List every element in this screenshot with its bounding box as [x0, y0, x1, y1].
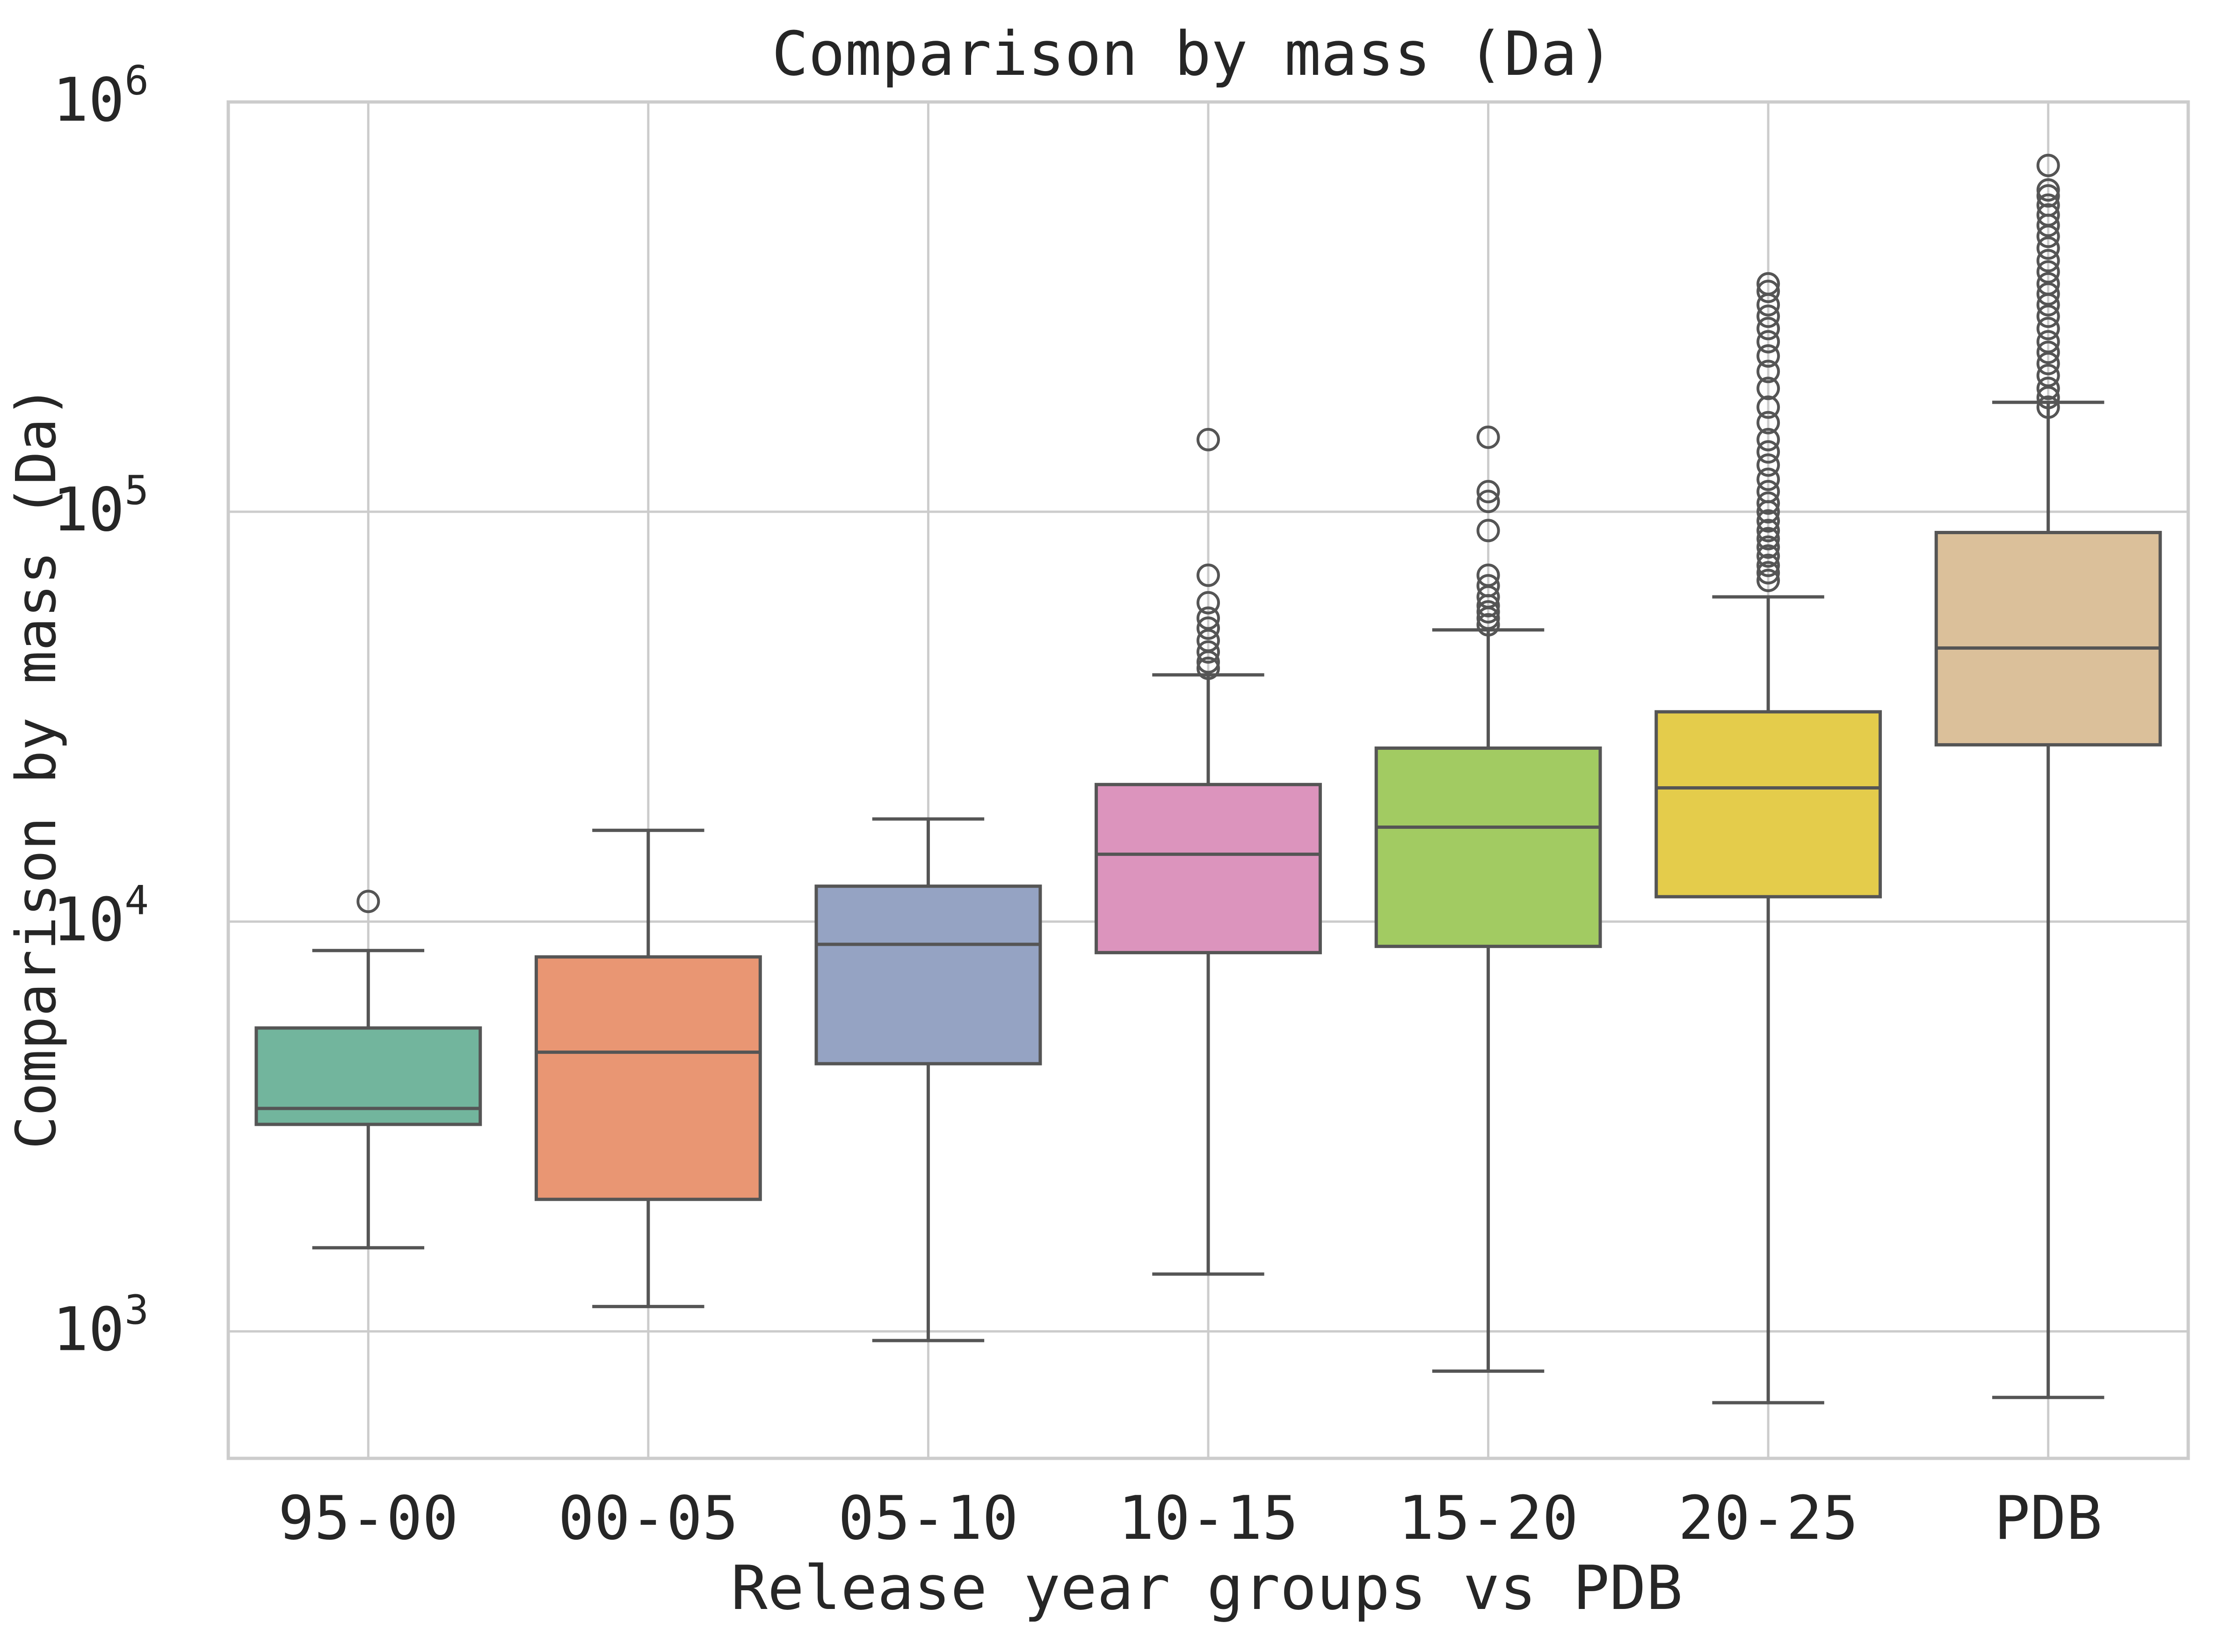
outlier-point [1756, 544, 1780, 568]
outlier-point [1756, 509, 1780, 533]
y-tick-exponent: 6 [124, 58, 149, 104]
outlier-point [1756, 467, 1780, 491]
outlier-point [2036, 317, 2060, 341]
box-layer [254, 153, 2162, 1405]
outlier-point [2036, 272, 2060, 296]
box-group [534, 828, 762, 1308]
outlier-point [1197, 629, 1220, 652]
outlier-point [2036, 236, 2060, 260]
outlier-point [1756, 527, 1780, 551]
outlier-point [1476, 613, 1500, 637]
iqr-box [1654, 710, 1882, 898]
outlier-point [1756, 317, 1780, 341]
y-tick-label: 106 [52, 58, 149, 135]
outlier-point [1476, 563, 1500, 587]
outlier-point [2036, 330, 2060, 354]
outlier-point [1476, 480, 1500, 504]
x-tick-label: 10-15 [1118, 1484, 1298, 1553]
outlier-point [1756, 440, 1780, 464]
y-tick-base: 10 [52, 475, 124, 545]
outlier-point [1197, 427, 1220, 451]
box-group [254, 890, 482, 1250]
outlier-point [1756, 568, 1780, 592]
outlier-point [1756, 480, 1780, 504]
outlier-point [2036, 304, 2060, 328]
y-tick-exponent: 3 [124, 1287, 149, 1334]
y-tick-label: 103 [52, 1287, 149, 1365]
chart-title: Comparison by mass (Da) [772, 18, 1614, 89]
outlier-point [2036, 385, 2060, 409]
y-tick-exponent: 4 [124, 877, 149, 924]
outlier-point [1197, 563, 1220, 587]
iqr-box [1095, 783, 1322, 955]
outlier-point [2036, 193, 2060, 217]
iqr-box [814, 884, 1042, 1065]
y-tick-base: 10 [52, 1295, 124, 1365]
x-tick-label: PDB [1994, 1484, 2102, 1553]
y-tick-base: 10 [52, 65, 124, 135]
outlier-point [1756, 561, 1780, 585]
box-group [814, 817, 1042, 1342]
outlier-point [2036, 153, 2060, 177]
iqr-box [1934, 531, 2162, 746]
box-group [1654, 272, 1882, 1405]
y-tick-base: 10 [52, 885, 124, 955]
outlier-point [1756, 377, 1780, 400]
outlier-point [1476, 425, 1500, 449]
outlier-point [1756, 279, 1780, 303]
outlier-point [2036, 249, 2060, 273]
outlier-point [2036, 341, 2060, 364]
x-tick-label: 20-25 [1678, 1484, 1858, 1553]
y-tick-label: 104 [52, 877, 149, 955]
outlier-point [2036, 377, 2060, 400]
outlier-point [1756, 304, 1780, 328]
outlier-point [1756, 272, 1780, 296]
x-tick-label: 95-00 [278, 1484, 458, 1553]
y-tick-label: 105 [52, 467, 149, 545]
outlier-point [2036, 363, 2060, 387]
outlier-point [2036, 178, 2060, 202]
outlier-point [1756, 427, 1780, 451]
iqr-box [534, 955, 762, 1201]
outlier-point [1756, 344, 1780, 368]
outlier-point [2036, 203, 2060, 227]
y-tick-exponent: 5 [124, 467, 149, 514]
outlier-point [1756, 553, 1780, 577]
y-axis-label: Comparison by mass (Da) [4, 385, 68, 1149]
outlier-point [1197, 616, 1220, 640]
outlier-point [1756, 395, 1780, 419]
x-tick-label: 15-20 [1398, 1484, 1578, 1553]
outlier-point [1756, 535, 1780, 559]
outlier-point [1756, 491, 1780, 515]
outlier-point [2036, 184, 2060, 208]
x-axis-label: Release year groups vs PDB [731, 1552, 1683, 1623]
outlier-point [2036, 395, 2060, 419]
x-tick-label: 00-05 [558, 1484, 738, 1553]
outlier-point [1756, 519, 1780, 543]
outlier-point [1756, 411, 1780, 435]
outlier-point [1756, 453, 1780, 477]
outlier-point [1197, 591, 1220, 615]
outlier-point [356, 890, 380, 913]
x-tick-label: 05-10 [838, 1484, 1018, 1553]
box-group [1095, 427, 1322, 1276]
outlier-point [1476, 600, 1500, 624]
outlier-point [1197, 640, 1220, 664]
iqr-box [1374, 746, 1602, 948]
box-group [1934, 153, 2162, 1399]
outlier-point [1756, 360, 1780, 384]
outlier-point [1756, 330, 1780, 354]
outlier-point [1197, 656, 1220, 680]
outlier-point [1197, 606, 1220, 630]
plot-frame [226, 100, 2190, 1460]
outlier-point [1476, 519, 1500, 543]
box-group [1374, 425, 1602, 1373]
outlier-point [1476, 574, 1500, 598]
outlier-point [1476, 490, 1500, 514]
outlier-point [2036, 282, 2060, 306]
outlier-point [2036, 260, 2060, 284]
